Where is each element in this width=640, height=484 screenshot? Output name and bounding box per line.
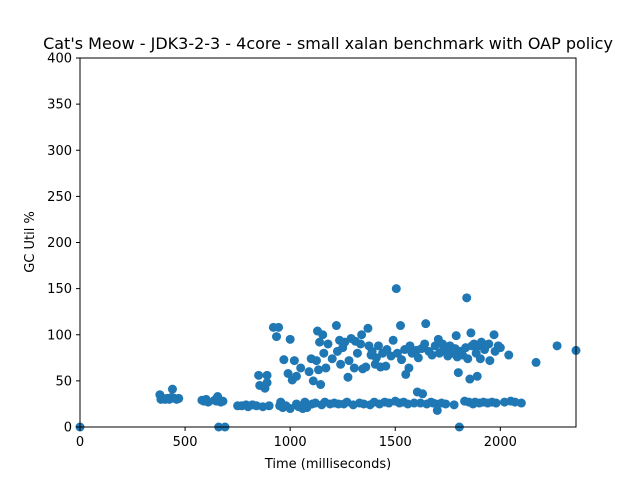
y-tick-label: 200 — [47, 236, 72, 251]
x-axis: 0 500 1000 1500 2000 — [76, 427, 517, 450]
data-point — [421, 319, 431, 329]
data-point — [463, 354, 473, 364]
data-point — [485, 356, 495, 366]
data-point — [409, 398, 419, 408]
data-point — [397, 355, 407, 365]
data-point — [418, 389, 428, 399]
data-point — [262, 378, 272, 388]
data-point — [504, 350, 514, 360]
data-point — [272, 332, 282, 342]
data-point — [531, 357, 541, 367]
data-point — [352, 348, 362, 358]
data-point — [357, 330, 367, 340]
data-point — [451, 331, 461, 341]
data-point — [404, 363, 414, 373]
data-point — [465, 374, 475, 384]
data-point — [420, 339, 430, 349]
data-point — [392, 348, 402, 358]
x-tick-label: 0 — [76, 435, 84, 450]
data-point — [449, 400, 459, 410]
data-point — [381, 361, 391, 371]
data-point — [361, 362, 371, 372]
data-point — [371, 353, 381, 363]
data-point — [336, 359, 346, 369]
data-point — [321, 363, 331, 373]
data-point — [311, 356, 321, 366]
data-point — [174, 393, 184, 403]
data-point — [396, 321, 406, 331]
data-point — [331, 321, 341, 331]
data-point — [283, 369, 293, 378]
y-tick-label: 100 — [47, 328, 72, 343]
data-point — [323, 339, 333, 349]
y-tick-label: 0 — [64, 421, 72, 436]
data-point — [495, 343, 505, 353]
data-point — [254, 370, 264, 380]
data-point — [462, 293, 472, 303]
data-point — [552, 341, 562, 351]
data-points — [75, 284, 581, 432]
data-point — [432, 405, 442, 415]
data-point — [285, 334, 295, 344]
x-axis-label: Time (milliseconds) — [264, 457, 391, 472]
data-point — [349, 363, 359, 373]
x-tick-label: 1000 — [274, 435, 307, 450]
data-point — [475, 354, 485, 364]
data-point — [264, 401, 274, 411]
data-point — [516, 398, 526, 408]
data-point — [285, 404, 295, 414]
data-point — [453, 368, 463, 378]
data-point — [343, 372, 353, 382]
data-point — [441, 399, 451, 409]
x-tick-label: 500 — [173, 435, 198, 450]
data-point — [472, 371, 482, 381]
data-point — [427, 350, 437, 360]
y-tick-label: 300 — [47, 144, 72, 159]
data-point — [489, 330, 499, 340]
data-point — [413, 353, 423, 363]
data-point — [391, 284, 401, 294]
data-point — [484, 339, 494, 349]
y-tick-label: 400 — [47, 52, 72, 67]
y-tick-label: 250 — [47, 190, 72, 205]
data-point — [319, 348, 329, 358]
data-point — [167, 384, 177, 394]
data-point — [274, 322, 284, 332]
data-point — [279, 355, 289, 365]
data-point — [367, 346, 377, 356]
chart-title: Cat's Meow - JDK3-2-3 - 4core - small xa… — [43, 34, 613, 53]
data-point — [491, 398, 501, 408]
data-point — [356, 339, 366, 349]
data-point — [382, 345, 392, 355]
x-tick-label: 2000 — [484, 435, 517, 450]
data-point — [405, 341, 415, 351]
data-point — [291, 371, 301, 381]
data-point — [316, 380, 326, 390]
data-point — [304, 367, 314, 377]
data-point — [296, 363, 306, 373]
x-tick-label: 1500 — [379, 435, 412, 450]
data-point — [262, 370, 272, 380]
data-point — [308, 376, 318, 386]
data-point — [218, 396, 228, 406]
data-point — [327, 354, 337, 364]
y-tick-label: 150 — [47, 282, 72, 297]
y-tick-label: 50 — [55, 374, 72, 389]
y-axis-label: GC Util % — [23, 211, 38, 273]
data-point — [363, 323, 373, 333]
y-axis: 0 50 100 150 200 250 300 350 400 — [47, 52, 80, 436]
data-point — [344, 356, 354, 366]
data-point — [314, 365, 324, 375]
data-point — [315, 337, 325, 347]
data-point — [466, 328, 476, 338]
y-tick-label: 350 — [47, 98, 72, 113]
data-point — [373, 341, 383, 351]
data-point — [388, 335, 398, 345]
data-point — [318, 330, 328, 340]
data-point — [289, 356, 299, 366]
